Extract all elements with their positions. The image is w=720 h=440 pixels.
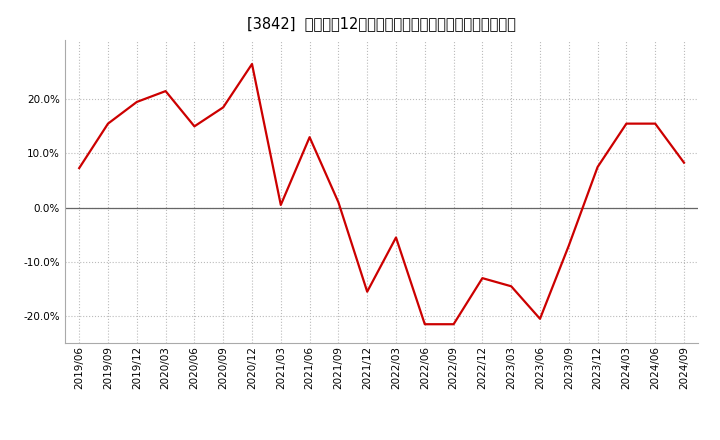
- Title: [3842]  売上高の12か月移動合計の対前年同期増減率の推移: [3842] 売上高の12か月移動合計の対前年同期増減率の推移: [247, 16, 516, 32]
